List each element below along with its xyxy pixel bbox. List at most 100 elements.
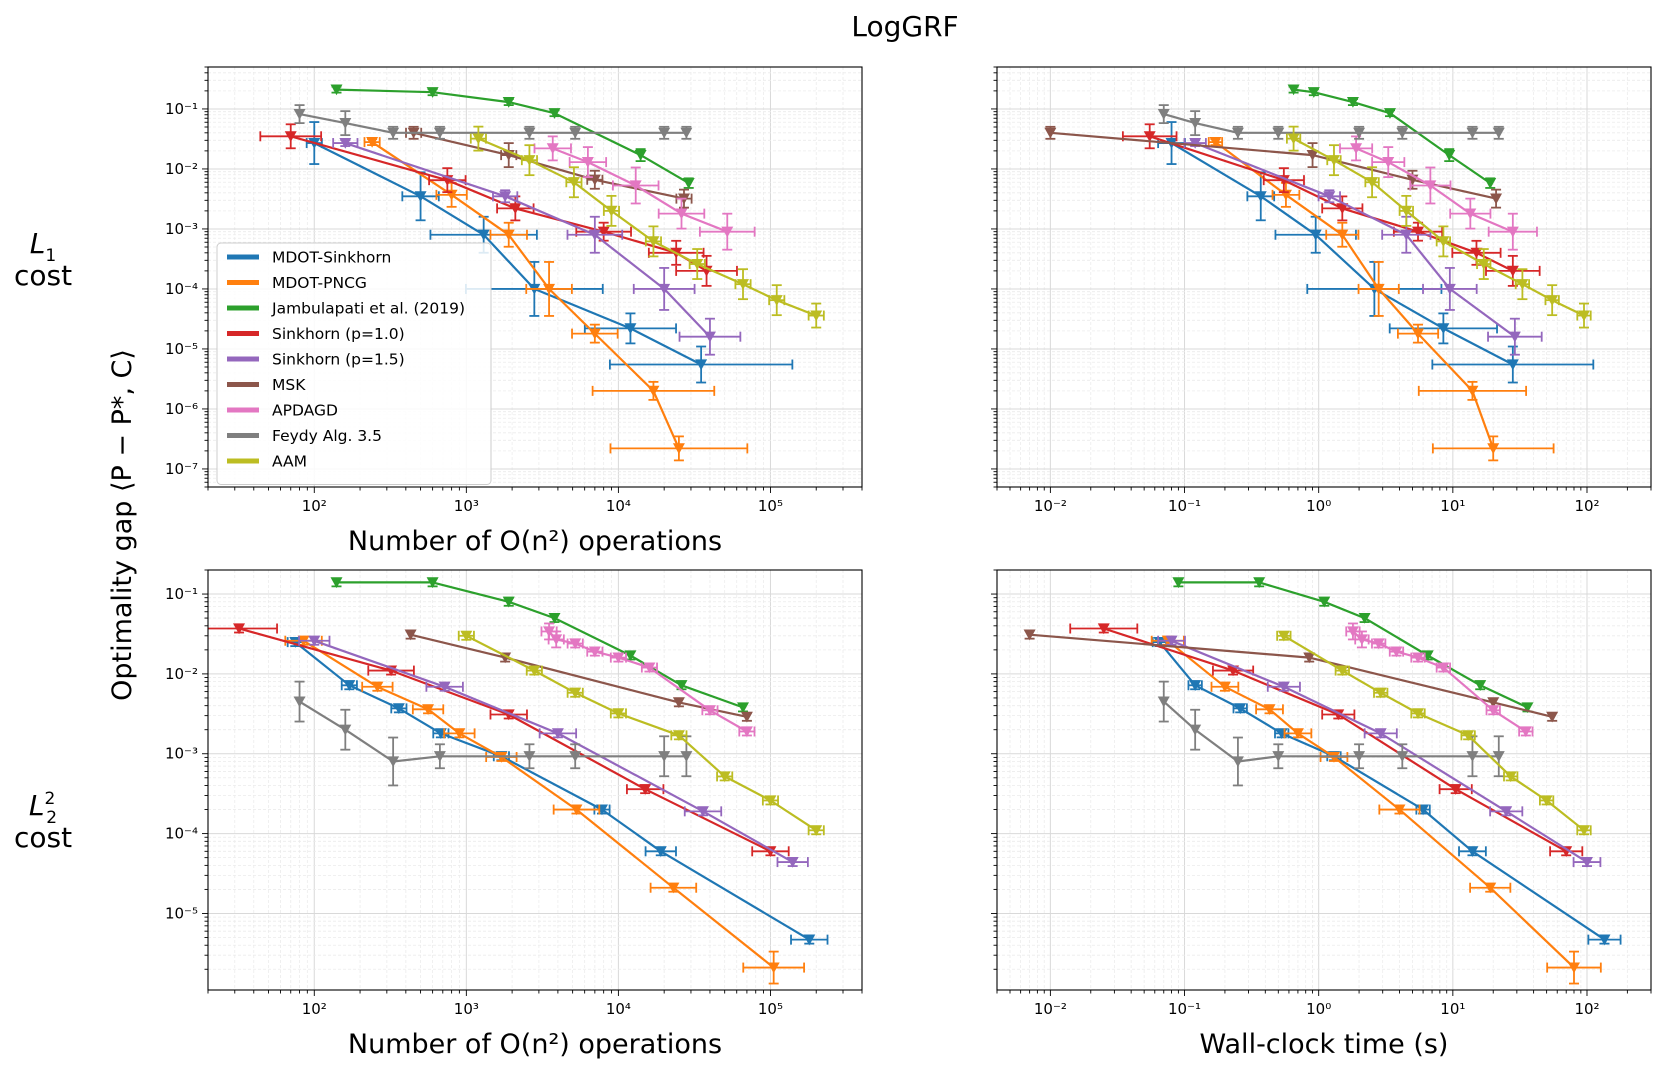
legend-item: Sinkhorn (p=1.5) xyxy=(227,351,405,369)
data-point xyxy=(1437,662,1450,674)
data-point xyxy=(548,108,561,119)
data-point xyxy=(612,652,625,664)
series-sinkhorn-p-1-5- xyxy=(1157,635,1602,868)
x-tick-label: 10³ xyxy=(454,1000,479,1018)
row-label-word: cost xyxy=(14,259,72,292)
data-point xyxy=(1372,283,1385,295)
data-point xyxy=(1272,751,1285,762)
data-point xyxy=(1383,108,1396,119)
data-point xyxy=(696,806,709,818)
data-point xyxy=(1358,612,1371,624)
data-point xyxy=(1500,806,1513,818)
data-point xyxy=(624,650,637,662)
data-point xyxy=(1484,882,1497,894)
series-line xyxy=(1029,633,1553,718)
x-tick-label: 10² xyxy=(1574,1000,1599,1018)
data-point xyxy=(667,882,680,894)
data-point xyxy=(1303,652,1316,664)
data-point xyxy=(672,730,685,742)
y-tick-label: 10⁻² xyxy=(165,665,198,683)
data-point xyxy=(1157,109,1170,120)
data-point xyxy=(643,662,656,674)
series-layer xyxy=(1044,84,1595,462)
data-point xyxy=(414,191,427,202)
legend-label: APDAGD xyxy=(272,402,338,420)
panel-4: 10⁻² 10⁻¹ 10⁰ 10¹ 10² Wall-clock time (s) xyxy=(991,569,1652,1060)
data-point xyxy=(1390,646,1403,658)
data-point xyxy=(1287,133,1300,145)
x-tick-label: 10⁵ xyxy=(758,1000,783,1018)
data-point xyxy=(1336,229,1349,241)
data-point xyxy=(1143,131,1156,142)
x-tick-label: 10² xyxy=(302,497,327,515)
data-point xyxy=(569,687,582,699)
y-tick-label: 10⁻¹ xyxy=(165,100,198,118)
data-point xyxy=(1443,283,1456,295)
series-line xyxy=(313,142,702,366)
x-tick-label: 10¹ xyxy=(1440,1000,1465,1018)
data-point xyxy=(502,596,515,608)
data-point xyxy=(293,696,306,708)
data-point xyxy=(1466,846,1479,858)
series-apdagd xyxy=(1345,622,1534,738)
data-point xyxy=(1277,681,1290,693)
data-point xyxy=(1353,127,1366,139)
data-point xyxy=(624,323,637,335)
data-point xyxy=(477,229,490,241)
series-mdot-sinkhorn xyxy=(305,121,794,384)
y-tick-label: 10⁻² xyxy=(165,160,198,178)
legend-label: AAM xyxy=(272,453,307,471)
y-tick-label: 10⁻¹ xyxy=(165,585,198,603)
series-apdagd xyxy=(1339,135,1538,251)
data-point xyxy=(612,708,625,720)
data-point xyxy=(569,751,582,762)
data-point xyxy=(1484,178,1497,189)
x-tick-label: 10² xyxy=(302,1000,327,1018)
data-point xyxy=(647,385,660,397)
data-point xyxy=(721,226,734,238)
data-point xyxy=(1287,84,1300,96)
data-point xyxy=(387,127,400,139)
data-point xyxy=(550,634,563,646)
data-point xyxy=(1189,118,1202,129)
data-point xyxy=(460,630,473,642)
series-sinkhorn-p-1-0- xyxy=(208,623,790,858)
data-point xyxy=(1254,191,1267,202)
series-line xyxy=(413,131,685,200)
data-point xyxy=(737,702,750,714)
data-point xyxy=(1374,728,1387,740)
series-jambulapati-et-al-2019- xyxy=(330,84,695,189)
data-point xyxy=(1231,756,1244,768)
panel-3: 10² 10³ 10⁴ 10⁵ 10⁻⁵ 10⁻⁴ 10⁻³ 10⁻² 10⁻¹ Number o… xyxy=(165,569,863,1060)
data-point xyxy=(1272,127,1285,139)
series-layer xyxy=(1023,577,1622,985)
data-point xyxy=(1474,680,1487,691)
data-point xyxy=(472,133,485,145)
data-point xyxy=(1580,856,1593,868)
data-point xyxy=(1578,310,1591,322)
data-point xyxy=(658,283,671,295)
y-tick-label: 10⁻⁴ xyxy=(165,825,198,843)
data-point xyxy=(387,756,400,768)
data-point xyxy=(1350,143,1363,155)
data-point xyxy=(1412,708,1425,720)
data-point xyxy=(404,629,417,641)
data-point xyxy=(675,680,688,691)
series-line xyxy=(1163,700,1499,763)
data-point xyxy=(1492,127,1505,139)
legend-label: Sinkhorn (p=1.5) xyxy=(272,351,405,369)
row-label-name: L1 xyxy=(30,227,56,266)
series-aam xyxy=(1276,630,1592,836)
data-point xyxy=(543,283,556,295)
y-tick-label: 10⁻⁵ xyxy=(165,904,198,922)
legend-label: Sinkhorn (p=1.0) xyxy=(272,325,405,343)
series-layer xyxy=(208,577,829,985)
data-point xyxy=(703,331,716,343)
data-point xyxy=(1189,680,1202,691)
data-point xyxy=(1374,687,1387,699)
series-sinkhorn-p-1-5- xyxy=(332,137,742,356)
data-point xyxy=(1412,328,1425,340)
data-point xyxy=(453,728,466,740)
data-point xyxy=(1393,804,1406,816)
